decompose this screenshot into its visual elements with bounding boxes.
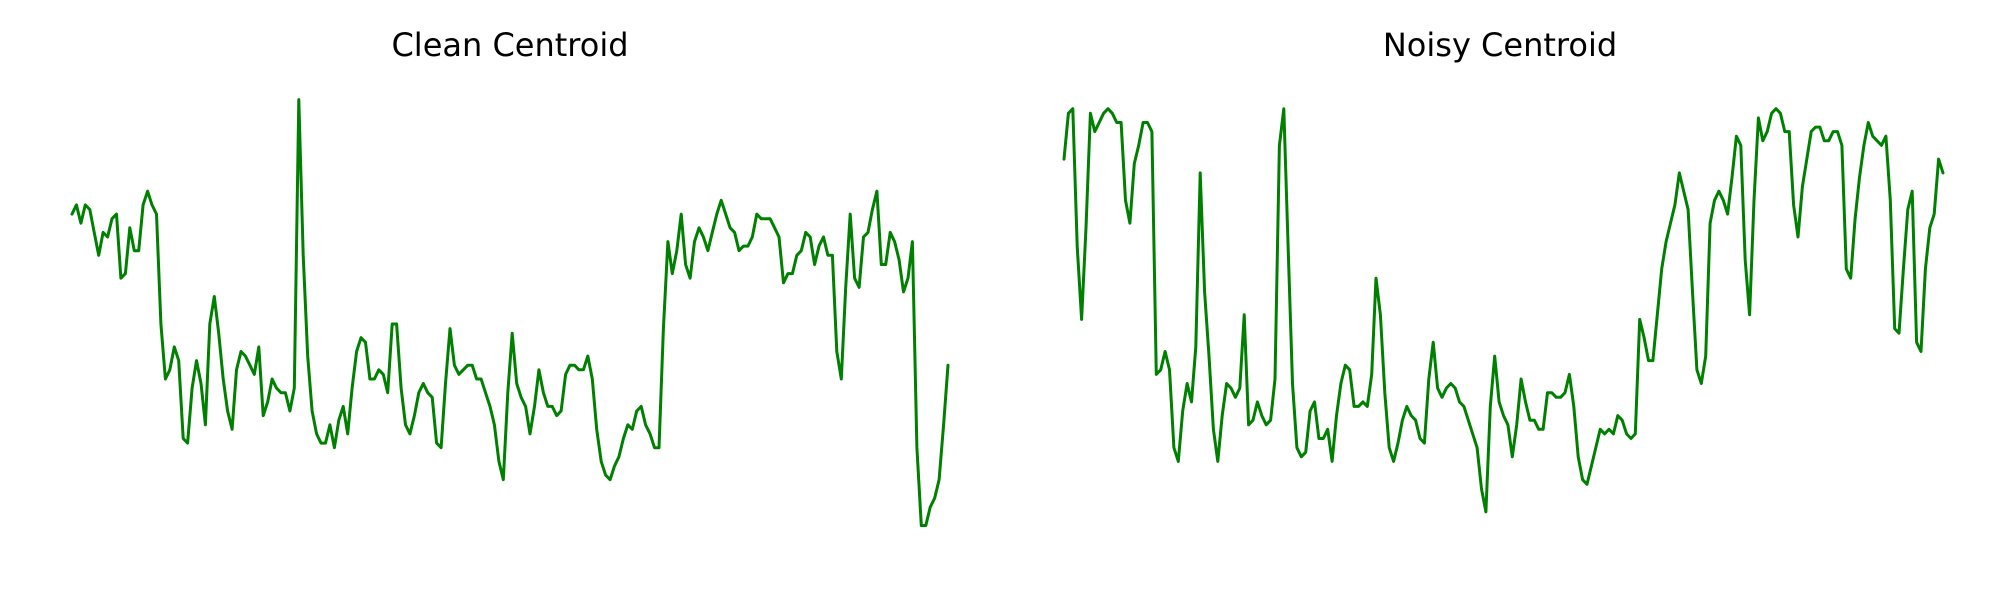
chart-clean-centroid: Clean Centroid (70, 26, 950, 527)
plot-area-clean (70, 98, 950, 527)
chart-title: Clean Centroid (391, 26, 628, 64)
plot-area-noisy (1062, 107, 1945, 514)
series-line-noisy (1062, 107, 1945, 514)
chart-title: Noisy Centroid (1383, 26, 1617, 64)
series-line-clean (70, 98, 950, 527)
chart-noisy-centroid: Noisy Centroid (1062, 26, 1945, 514)
